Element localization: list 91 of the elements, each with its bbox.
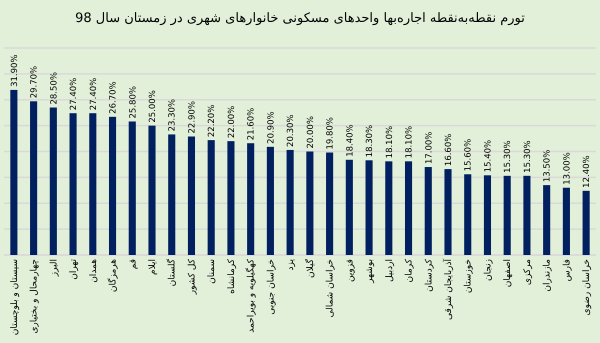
bar: [30, 101, 38, 255]
bar: [562, 188, 570, 255]
data-label: 27.40%: [88, 78, 99, 110]
bar: [424, 167, 432, 255]
data-label: 15.40%: [483, 140, 494, 172]
data-label: 25.80%: [128, 86, 138, 118]
x-tick-label: سیستان و بلوچستان: [10, 259, 20, 336]
data-label: 17.00%: [424, 132, 434, 164]
x-tick-label: چهارمحال و بختیاری: [30, 259, 40, 334]
data-label: 18.40%: [345, 124, 356, 157]
bar: [50, 108, 57, 255]
data-label: 25.00%: [148, 90, 158, 123]
x-tick-label: قزوین: [345, 259, 356, 282]
x-tick-label: یزد: [286, 258, 296, 270]
x-tick-label: همدان: [88, 258, 99, 283]
x-tick-label: اردبیل: [384, 259, 395, 282]
bar: [543, 185, 550, 255]
x-tick-label: کرمان: [404, 258, 415, 282]
data-label: 15.30%: [503, 140, 514, 173]
bar: [128, 121, 136, 255]
data-label: 28.50%: [49, 72, 60, 105]
x-tick-label: کرمانشاه: [226, 258, 237, 294]
bar: [582, 190, 590, 255]
data-label: 21.60%: [246, 108, 257, 140]
x-tick-label: کل کشور: [187, 258, 198, 296]
bar: [464, 174, 472, 255]
data-label: 22.20%: [207, 104, 218, 138]
bar: [208, 140, 215, 255]
x-tick-label: تهران: [69, 258, 80, 280]
bar: [444, 169, 452, 255]
bar: [108, 116, 116, 255]
bar: [326, 152, 334, 255]
data-label: 15.30%: [522, 140, 533, 173]
data-label: 31.90%: [10, 54, 20, 87]
data-label: 20.90%: [266, 111, 276, 144]
x-tick-label: بوشهر: [365, 259, 376, 284]
data-label: 18.30%: [365, 124, 376, 158]
bar: [168, 134, 176, 255]
data-label: 19.80%: [326, 117, 336, 150]
data-label: 15.60%: [464, 138, 474, 172]
bar: [70, 113, 77, 255]
bar: [227, 141, 234, 255]
data-label: 26.70%: [108, 81, 119, 114]
x-tick-label: خوزستان: [464, 259, 474, 294]
x-tick-label: سمنان: [207, 259, 218, 284]
x-tick-label: هرمزگان: [106, 258, 119, 292]
data-label: 22.00%: [226, 106, 237, 138]
data-label: 23.30%: [168, 99, 178, 132]
x-tick-label: کهگیلویه و بویراحمد: [244, 258, 257, 333]
bar: [306, 152, 314, 255]
bar: [385, 161, 392, 255]
x-tick-label: کردستان: [424, 258, 434, 292]
bar: [504, 176, 511, 255]
data-label: 27.40%: [69, 78, 80, 110]
bar: [366, 160, 373, 255]
data-label: 29.70%: [30, 66, 40, 98]
x-tick-label: فارس: [562, 259, 572, 282]
bar: [188, 136, 196, 255]
data-label: 20.30%: [286, 114, 296, 147]
x-tick-label: مرکزی: [522, 258, 533, 286]
x-tick-label: خراسان رضوی: [582, 259, 592, 316]
data-label: 16.60%: [444, 134, 454, 166]
bar: [266, 146, 274, 255]
x-tick-label: ایلام: [148, 259, 158, 275]
data-label: 18.10%: [404, 126, 415, 158]
x-tick-label: قم: [128, 259, 138, 270]
x-tick-label: اصفهان: [503, 259, 514, 288]
x-tick-label: آذربایجان شرقی: [442, 258, 454, 320]
bar: [523, 176, 530, 255]
data-label: 22.90%: [187, 101, 198, 134]
x-tick-label: زنجان: [483, 259, 494, 282]
bar: [89, 113, 96, 255]
x-tick-label: گلستان: [166, 258, 178, 286]
data-label: 12.40%: [582, 155, 592, 188]
bar: [346, 160, 353, 255]
data-label: 18.10%: [384, 126, 395, 158]
bar: [148, 126, 156, 255]
bar: [286, 150, 294, 255]
x-tick-label: خراسان شمالی: [326, 259, 336, 318]
bar: [484, 175, 492, 255]
data-label: 20.00%: [306, 116, 316, 148]
x-tick-label: خراسان جنوبی: [266, 259, 276, 315]
bar: [10, 90, 18, 255]
bar: [247, 143, 254, 255]
chart-title: تورم نقطه‌به‌نقطه اجاره‌بها واحدهای مسکونی خانوارهای شهری در زمستان سال 98: [75, 11, 526, 26]
x-tick-label: گیلان: [304, 258, 316, 278]
data-label: 13.00%: [562, 152, 572, 185]
data-label: 13.50%: [542, 150, 553, 182]
bar: [404, 161, 412, 255]
x-tick-label: البرز: [49, 259, 60, 278]
x-tick-label: مازندران: [542, 258, 553, 292]
